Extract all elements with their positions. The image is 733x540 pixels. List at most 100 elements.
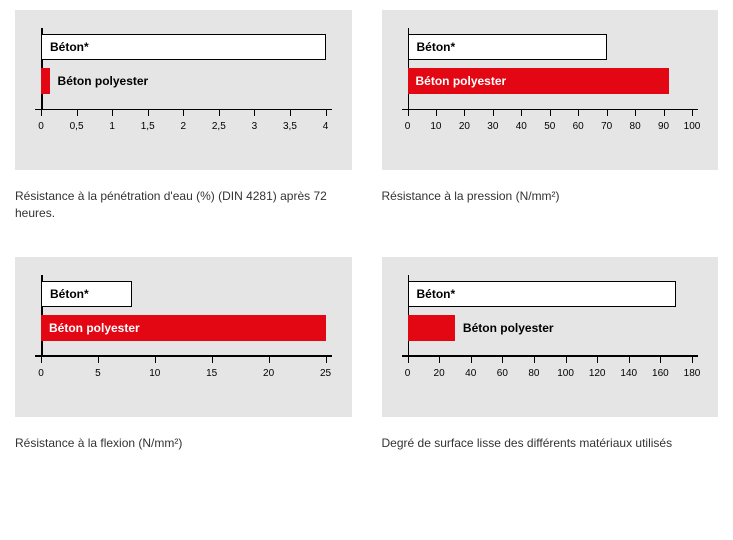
- tick-label: 5: [95, 368, 101, 379]
- bar-beton-polyester: Béton polyester: [408, 68, 670, 94]
- tick-mark: [493, 110, 494, 116]
- tick-label: 50: [544, 121, 555, 132]
- chart-box: Béton*Béton polyester0102030405060708090…: [382, 10, 719, 170]
- tick-mark: [534, 357, 535, 363]
- tick-mark: [77, 110, 78, 116]
- tick-mark: [254, 110, 255, 116]
- tick-label: 80: [528, 368, 539, 379]
- bar-beton: Béton*: [41, 34, 326, 60]
- tick-label: 100: [557, 368, 574, 379]
- tick-mark: [219, 110, 220, 116]
- tick-label: 40: [516, 121, 527, 132]
- chart-cell: Béton*Béton polyester0204060801001201401…: [382, 257, 719, 452]
- tick-mark: [408, 357, 409, 363]
- chart-caption: Résistance à la pression (N/mm²): [382, 188, 719, 205]
- bar-beton-polyester: Béton polyester: [41, 68, 50, 94]
- tick-mark: [660, 357, 661, 363]
- tick-label: 0: [38, 368, 44, 379]
- chart-cell: Béton* Béton polyester 00,511,522,533,54 Ré…: [15, 10, 352, 222]
- tick-mark: [521, 110, 522, 116]
- tick-label: 20: [263, 368, 274, 379]
- tick-mark: [41, 357, 42, 363]
- chart-caption: Degré de surface lisse des différents ma…: [382, 435, 719, 452]
- tick-mark: [597, 357, 598, 363]
- x-ticks: 020406080100120140160180: [408, 357, 693, 375]
- chart-box: Béton* Béton polyester 0510152025: [15, 257, 352, 417]
- bar-beton-polyester: Béton polyester: [408, 315, 455, 341]
- tick-label: 0: [405, 121, 411, 132]
- tick-label: 0: [38, 121, 44, 132]
- tick-label: 60: [497, 368, 508, 379]
- tick-label: 4: [323, 121, 329, 132]
- chart-caption: Résistance à la flexion (N/mm²): [15, 435, 352, 452]
- tick-label: 60: [573, 121, 584, 132]
- tick-label: 0,5: [70, 121, 84, 132]
- bar-beton: Béton*: [408, 281, 677, 307]
- tick-mark: [98, 357, 99, 363]
- tick-mark: [471, 357, 472, 363]
- tick-mark: [566, 357, 567, 363]
- tick-label: 20: [434, 368, 445, 379]
- chart-plot: Béton* Béton polyester 0102030405060708090…: [408, 28, 693, 128]
- tick-label: 20: [459, 121, 470, 132]
- tick-mark: [183, 110, 184, 116]
- tick-label: 30: [487, 121, 498, 132]
- tick-label: 3,5: [283, 121, 297, 132]
- chart-box: Béton* Béton polyester 00,511,522,533,54: [15, 10, 352, 170]
- tick-mark: [269, 357, 270, 363]
- tick-label: 0: [405, 368, 411, 379]
- bar-beton: Béton*: [41, 281, 132, 307]
- tick-mark: [502, 357, 503, 363]
- tick-label: 120: [589, 368, 606, 379]
- x-ticks: 0510152025: [41, 357, 326, 375]
- tick-label: 90: [658, 121, 669, 132]
- tick-mark: [326, 110, 327, 116]
- tick-mark: [464, 110, 465, 116]
- tick-mark: [607, 110, 608, 116]
- tick-mark: [436, 110, 437, 116]
- tick-mark: [550, 110, 551, 116]
- bar-label: Béton polyester: [455, 321, 554, 335]
- tick-mark: [439, 357, 440, 363]
- tick-mark: [635, 110, 636, 116]
- x-ticks: 00,511,522,533,54: [41, 110, 326, 128]
- tick-label: 40: [465, 368, 476, 379]
- tick-label: 25: [320, 368, 331, 379]
- tick-mark: [112, 110, 113, 116]
- tick-label: 140: [620, 368, 637, 379]
- tick-label: 80: [630, 121, 641, 132]
- tick-mark: [629, 357, 630, 363]
- tick-mark: [155, 357, 156, 363]
- tick-mark: [212, 357, 213, 363]
- chart-plot: Béton* Béton polyester 0510152025: [41, 275, 326, 375]
- tick-mark: [408, 110, 409, 116]
- tick-label: 160: [652, 368, 669, 379]
- tick-label: 1: [109, 121, 115, 132]
- tick-label: 2,5: [212, 121, 226, 132]
- tick-label: 100: [684, 121, 701, 132]
- tick-mark: [148, 110, 149, 116]
- tick-mark: [326, 357, 327, 363]
- tick-mark: [692, 110, 693, 116]
- tick-label: 3: [252, 121, 258, 132]
- chart-plot: Béton* Béton polyester 00,511,522,533,54: [41, 28, 326, 128]
- tick-mark: [41, 110, 42, 116]
- tick-label: 15: [206, 368, 217, 379]
- bar-beton: Béton*: [408, 34, 607, 60]
- tick-mark: [664, 110, 665, 116]
- tick-mark: [692, 357, 693, 363]
- bar-label: Béton polyester: [50, 74, 149, 88]
- chart-cell: Béton* Béton polyester 0510152025 Résistanc…: [15, 257, 352, 452]
- chart-caption: Résistance à la pénétration d'eau (%) (D…: [15, 188, 352, 222]
- tick-mark: [290, 110, 291, 116]
- chart-cell: Béton*Béton polyester0102030405060708090…: [382, 10, 719, 222]
- tick-label: 70: [601, 121, 612, 132]
- chart-grid: Béton* Béton polyester 00,511,522,533,54 Ré…: [15, 10, 718, 451]
- x-ticks: 0102030405060708090100: [408, 110, 693, 128]
- tick-label: 10: [430, 121, 441, 132]
- tick-label: 2: [180, 121, 186, 132]
- bar-beton-polyester: Béton polyester: [41, 315, 326, 341]
- tick-label: 180: [684, 368, 701, 379]
- chart-box: Béton*Béton polyester0204060801001201401…: [382, 257, 719, 417]
- tick-mark: [578, 110, 579, 116]
